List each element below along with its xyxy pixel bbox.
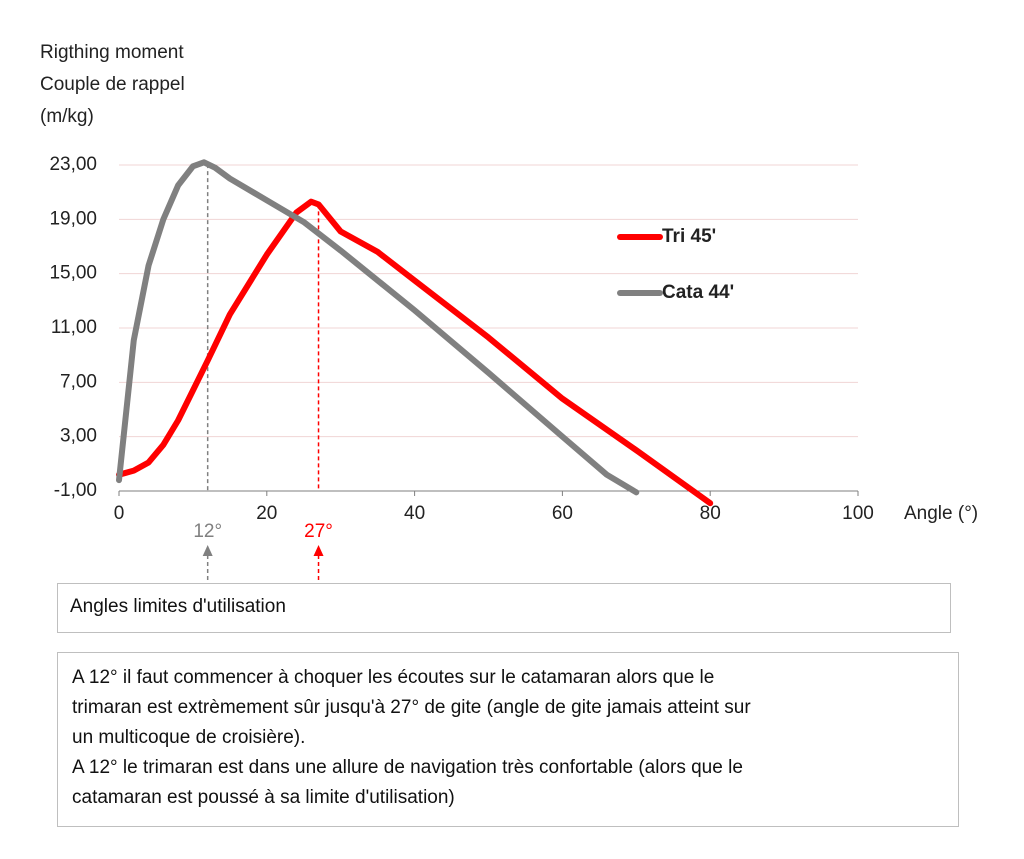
legend-label: Cata 44' <box>662 282 734 303</box>
y-tick-label: 23,00 <box>49 154 97 175</box>
marker-label: 12° <box>193 521 222 542</box>
y-tick-label: 15,00 <box>49 263 97 284</box>
y-axis-label: Couple de rappel <box>40 74 185 95</box>
x-axis-label: Angle (°) <box>904 503 978 524</box>
y-tick-label: 19,00 <box>49 208 97 229</box>
note-line: catamaran est poussé à sa limite d'utili… <box>72 787 455 808</box>
y-axis-label: (m/kg) <box>40 106 94 127</box>
x-tick-label: 40 <box>404 503 425 524</box>
title-box: Angles limites d'utilisation <box>57 583 951 633</box>
x-tick-label: 20 <box>256 503 277 524</box>
note-box: A 12° il faut commencer à choquer les éc… <box>57 652 959 827</box>
series-line <box>116 198 714 507</box>
x-tick-label: 60 <box>552 503 573 524</box>
note-line: A 12° il faut commencer à choquer les éc… <box>72 667 715 688</box>
x-tick-label: 80 <box>700 503 721 524</box>
y-axis-label: Rigthing moment <box>40 42 184 63</box>
marker-label: 27° <box>304 521 333 542</box>
y-tick-label: 11,00 <box>51 317 97 338</box>
y-tick-label: 3,00 <box>60 426 97 447</box>
chart: Rigthing moment Couple de rappel (m/kg) -1,… <box>40 42 978 580</box>
marker-arrowhead <box>313 545 324 556</box>
y-tick-label: 7,00 <box>60 371 97 392</box>
note-line: trimaran est extrèmement sûr jusqu'à 27°… <box>72 697 751 718</box>
series-line <box>116 159 640 496</box>
box-title: Angles limites d'utilisation <box>70 596 286 617</box>
note-line: A 12° le trimaran est dans une allure de… <box>72 757 743 778</box>
y-tick-label: -1,00 <box>54 480 97 501</box>
legend-label: Tri 45' <box>662 226 716 247</box>
x-tick-label: 100 <box>842 503 874 524</box>
x-tick-label: 0 <box>114 503 125 524</box>
note-line: un multicoque de croisière). <box>72 727 306 748</box>
marker-arrowhead <box>202 545 213 556</box>
